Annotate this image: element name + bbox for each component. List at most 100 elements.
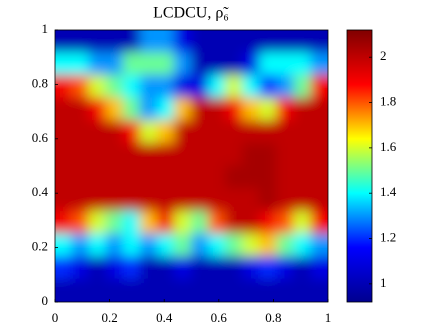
heatmap-cell <box>259 120 278 144</box>
heatmap-cell <box>156 278 175 302</box>
heatmap-cell <box>105 52 124 76</box>
heatmap-cell <box>276 52 295 76</box>
heatmap-cell <box>242 74 261 99</box>
heatmap-cell <box>105 97 124 122</box>
heatmap-cell <box>139 233 158 258</box>
colorbar-tick-label: 1 <box>380 275 387 290</box>
heatmap-cell <box>156 233 175 258</box>
heatmap-cell <box>259 188 278 212</box>
heatmap-cell <box>55 120 73 144</box>
heatmap-cell <box>156 188 175 212</box>
colorbar <box>346 29 373 303</box>
heatmap-cell <box>242 142 261 167</box>
heatmap-cell <box>71 256 90 280</box>
heatmap-cell <box>276 74 295 99</box>
heatmap-cell <box>242 97 261 122</box>
heatmap-cell <box>71 278 90 302</box>
heatmap-cell <box>293 52 312 76</box>
heatmap-cell <box>71 120 90 144</box>
heatmap-cell <box>139 74 158 99</box>
heatmap-cell <box>55 142 73 167</box>
heatmap-cell <box>105 256 124 280</box>
heatmap-cell <box>225 233 244 258</box>
heatmap-cell <box>55 165 73 190</box>
heatmap-cell <box>293 30 312 54</box>
heatmap-cell <box>242 278 261 302</box>
heatmap-cell <box>276 278 295 302</box>
heatmap-cell <box>208 256 227 280</box>
x-tick-label: 0.8 <box>265 310 281 325</box>
heatmap-cell <box>208 30 227 54</box>
heatmap-cell <box>276 30 295 54</box>
heatmap-cell <box>139 97 158 122</box>
x-tick-label: 0.2 <box>101 310 117 325</box>
heatmap-cell <box>259 97 278 122</box>
heatmap-cell <box>139 30 158 54</box>
heatmap-cell <box>276 188 295 212</box>
heatmap-cell <box>139 278 158 302</box>
heatmap-cell <box>293 278 312 302</box>
heatmap-cell <box>105 233 124 258</box>
heatmap-cell <box>310 74 328 99</box>
heatmap-cell <box>88 97 107 122</box>
heatmap-cell <box>191 30 210 54</box>
plot-frame <box>54 29 329 303</box>
heatmap-cell <box>139 142 158 167</box>
heatmap-cell <box>88 74 107 99</box>
heatmap-cell <box>71 188 90 212</box>
heatmap-cell <box>242 165 261 190</box>
y-tick-label: 1 <box>42 21 49 36</box>
heatmap-cell <box>55 74 73 99</box>
cells <box>55 30 328 302</box>
heatmap-cell <box>122 30 141 54</box>
heatmap-cell <box>105 30 124 54</box>
heatmap-cell <box>88 210 107 235</box>
heatmap-cell <box>122 52 141 76</box>
heatmap-cell <box>191 188 210 212</box>
heatmap-cell <box>139 52 158 76</box>
heatmap-cell <box>208 210 227 235</box>
heatmap-cell <box>242 120 261 144</box>
heatmap-cell <box>55 256 73 280</box>
heatmap-cell <box>191 256 210 280</box>
heatmap-cell <box>156 120 175 144</box>
x-tick-label: 0 <box>52 310 59 325</box>
heatmap-cell <box>55 97 73 122</box>
heatmap-cell <box>225 52 244 76</box>
heatmap-cell <box>122 165 141 190</box>
heatmap-cell <box>173 120 192 144</box>
heatmap-cell <box>71 52 90 76</box>
heatmap-cell <box>173 233 192 258</box>
heatmap-cell <box>293 165 312 190</box>
heatmap-cell <box>310 165 328 190</box>
heatmap-cell <box>71 233 90 258</box>
heatmap-cell <box>242 188 261 212</box>
heatmap-cell <box>122 120 141 144</box>
heatmap-cell <box>208 97 227 122</box>
colorbar-tick-label: 2 <box>380 48 387 63</box>
heatmap-cell <box>259 256 278 280</box>
heatmap-cell <box>191 142 210 167</box>
colorbar-tick-label: 1.4 <box>380 184 397 199</box>
y-tick-label: 0.8 <box>32 75 48 90</box>
heatmap-cell <box>191 120 210 144</box>
heatmap-cell <box>105 278 124 302</box>
heatmap-cell <box>293 142 312 167</box>
heatmap-cell <box>139 188 158 212</box>
heatmap-cell <box>259 233 278 258</box>
heatmap-cell <box>156 97 175 122</box>
heatmap-cell <box>71 165 90 190</box>
heatmap-cell <box>105 165 124 190</box>
heatmap-cell <box>139 120 158 144</box>
heatmap-cell <box>259 165 278 190</box>
heatmap-cell <box>293 256 312 280</box>
heatmap-cell <box>88 256 107 280</box>
heatmap-cell <box>191 74 210 99</box>
heatmap-cell <box>55 30 73 54</box>
heatmap-cell <box>156 165 175 190</box>
heatmap-cell <box>88 165 107 190</box>
heatmap-cell <box>156 52 175 76</box>
heatmap-cell <box>225 74 244 99</box>
heatmap-cell <box>191 210 210 235</box>
heatmap-cell <box>242 256 261 280</box>
